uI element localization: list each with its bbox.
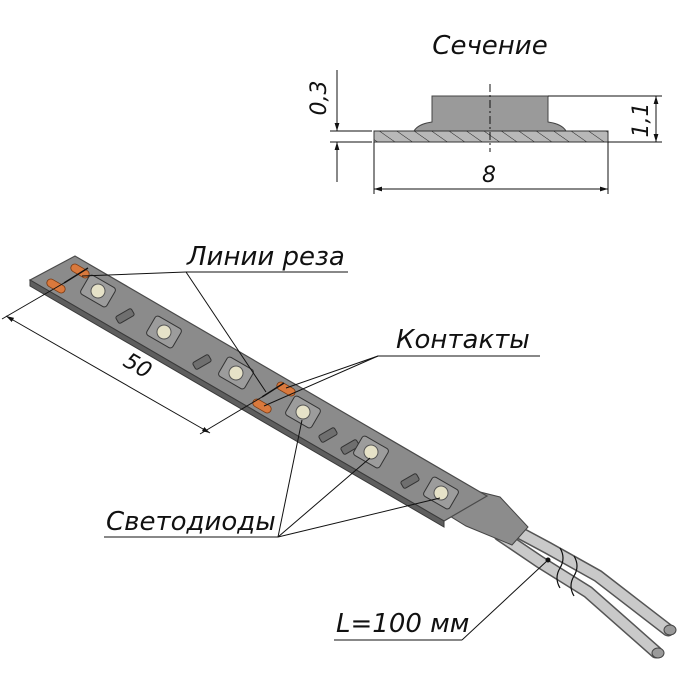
contacts-label: Контакты [396,325,530,355]
callout-cut-lines: Линии реза [81,242,348,393]
leds-leader-2 [277,457,371,538]
cut-lines-label: Линии реза [186,242,345,272]
contacts-leader-2 [263,355,379,407]
led [353,435,389,469]
contacts-left [46,263,90,294]
led [80,274,116,308]
cable-length-label: L=100 мм [336,609,469,639]
cut-lines-leader-1 [81,271,187,277]
wire-end-1 [663,624,677,636]
callout-leds: Светодиоды [104,419,441,538]
cable-leader-dot [545,557,551,563]
thickness-value: 0,3 [307,81,332,116]
contact-pad [46,278,66,294]
leds-leader-3 [277,497,441,538]
led [218,356,254,390]
wire-end-2 [651,647,665,659]
led [285,395,321,429]
resistor [400,473,420,489]
leds-leader-1 [277,419,303,538]
callout-contacts: Контакты [263,325,540,407]
height-value: 1,1 [629,103,654,138]
pitch-dimension-line [5,315,211,434]
section-title: Сечение [432,31,547,61]
cut-line-2 [261,382,285,398]
cable-leader [461,559,549,641]
cut-line-1 [63,267,89,284]
strip-edge [29,279,445,528]
led-strip [28,255,677,659]
cable [493,518,677,659]
cable-break-1 [556,547,564,589]
resistor [318,427,338,443]
callout-cable: L=100 мм [334,557,551,641]
led [423,476,459,510]
contact-pad [252,398,272,414]
pitch-extension-left [1,282,65,320]
leds-label: Светодиоды [106,507,276,537]
resistor [340,439,360,455]
cable-break-2 [570,555,578,597]
width-value: 8 [482,163,496,188]
pitch-extension-right [199,396,263,435]
cross-section: Сечение 0,3 1,1 8 [307,31,662,194]
cut-lines-leader-2 [185,271,267,393]
section-hatching [374,131,608,142]
contacts-leader-1 [285,355,379,389]
